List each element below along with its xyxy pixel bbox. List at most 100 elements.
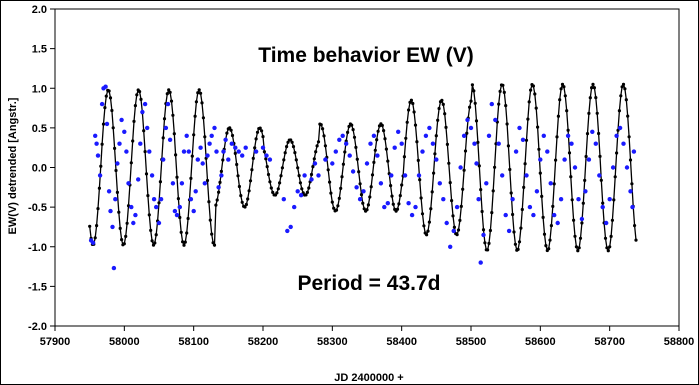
- model-marker: [144, 172, 149, 176]
- model-marker: [210, 232, 214, 236]
- observed-point: [233, 145, 238, 150]
- observed-point: [593, 141, 598, 146]
- observed-point: [181, 149, 187, 154]
- model-marker: [228, 126, 232, 130]
- model-marker: [337, 196, 341, 200]
- observed-point: [368, 141, 373, 146]
- model-marker: [513, 242, 518, 246]
- model-marker: [548, 238, 552, 242]
- model-marker: [309, 172, 314, 177]
- model-marker: [157, 201, 161, 205]
- observed-point: [572, 165, 578, 170]
- model-marker: [328, 180, 332, 184]
- observed-point: [423, 133, 429, 138]
- model-marker: [610, 218, 615, 222]
- model-marker: [391, 202, 395, 206]
- observed-point: [170, 181, 176, 186]
- observed-point: [555, 220, 560, 226]
- observed-point: [621, 141, 626, 146]
- model-marker: [402, 155, 406, 159]
- model-marker: [620, 85, 624, 89]
- model-marker: [243, 205, 247, 209]
- model-marker: [490, 211, 494, 215]
- observed-point: [524, 173, 529, 178]
- model-marker: [107, 89, 111, 93]
- model-marker: [555, 135, 559, 139]
- model-marker: [560, 82, 565, 86]
- model-marker: [577, 246, 581, 250]
- model-marker: [412, 110, 416, 114]
- model-marker: [601, 201, 605, 205]
- model-marker: [174, 153, 178, 157]
- model-marker: [124, 234, 128, 238]
- model-marker: [380, 123, 384, 128]
- model-marker: [250, 168, 254, 172]
- observed-point: [378, 181, 384, 186]
- observed-point: [576, 197, 581, 202]
- observed-point: [193, 189, 198, 194]
- model-marker: [221, 158, 225, 162]
- observed-point: [451, 228, 456, 234]
- model-marker: [419, 196, 423, 200]
- model-marker: [585, 132, 590, 136]
- observed-point: [229, 141, 234, 146]
- model-marker: [311, 165, 315, 169]
- observed-point: [212, 125, 217, 131]
- model-marker: [474, 119, 479, 123]
- model-marker: [296, 166, 300, 170]
- model-marker: [480, 209, 484, 214]
- model-marker: [321, 127, 325, 131]
- model-marker: [558, 98, 562, 102]
- observed-point: [484, 181, 489, 186]
- observed-point: [219, 173, 224, 178]
- model-marker: [339, 186, 343, 190]
- y-tick-label: -2.0: [28, 321, 47, 333]
- model-marker: [498, 89, 502, 93]
- model-marker: [300, 187, 304, 191]
- observed-point: [409, 212, 415, 218]
- model-marker: [197, 88, 201, 92]
- model-marker: [624, 98, 628, 102]
- model-marker: [110, 108, 114, 113]
- model-marker: [135, 93, 139, 97]
- model-marker: [476, 140, 480, 144]
- model-marker: [581, 201, 585, 205]
- observed-point: [205, 153, 210, 158]
- model-marker: [472, 89, 476, 93]
- observed-point: [221, 149, 226, 154]
- model-marker: [463, 149, 468, 153]
- model-marker: [510, 212, 515, 217]
- model-marker: [437, 106, 441, 111]
- observed-point: [94, 141, 99, 146]
- model-marker: [168, 90, 172, 94]
- model-marker: [150, 239, 154, 243]
- model-marker: [519, 226, 523, 230]
- model-marker: [469, 99, 473, 103]
- observed-point: [200, 161, 205, 166]
- model-marker: [452, 225, 456, 229]
- observed-point: [590, 129, 595, 134]
- observed-point: [106, 189, 112, 194]
- x-tick-label: 58800: [664, 336, 695, 348]
- model-marker: [217, 190, 221, 194]
- model-marker: [103, 106, 107, 110]
- model-marker: [540, 194, 544, 198]
- model-marker: [312, 157, 316, 161]
- model-marker: [88, 224, 92, 228]
- x-tick-label: 58200: [248, 336, 279, 348]
- model-marker: [502, 90, 506, 94]
- observed-point: [93, 133, 98, 138]
- observed-point: [99, 101, 105, 107]
- model-marker: [630, 182, 634, 186]
- model-marker: [488, 228, 492, 233]
- observed-point: [214, 149, 219, 154]
- model-marker: [415, 140, 419, 144]
- model-marker: [583, 178, 587, 182]
- model-marker: [214, 203, 218, 207]
- model-marker: [212, 243, 217, 247]
- model-marker: [422, 224, 426, 228]
- model-marker: [120, 238, 124, 242]
- observed-point: [562, 157, 567, 162]
- observed-point: [184, 133, 189, 138]
